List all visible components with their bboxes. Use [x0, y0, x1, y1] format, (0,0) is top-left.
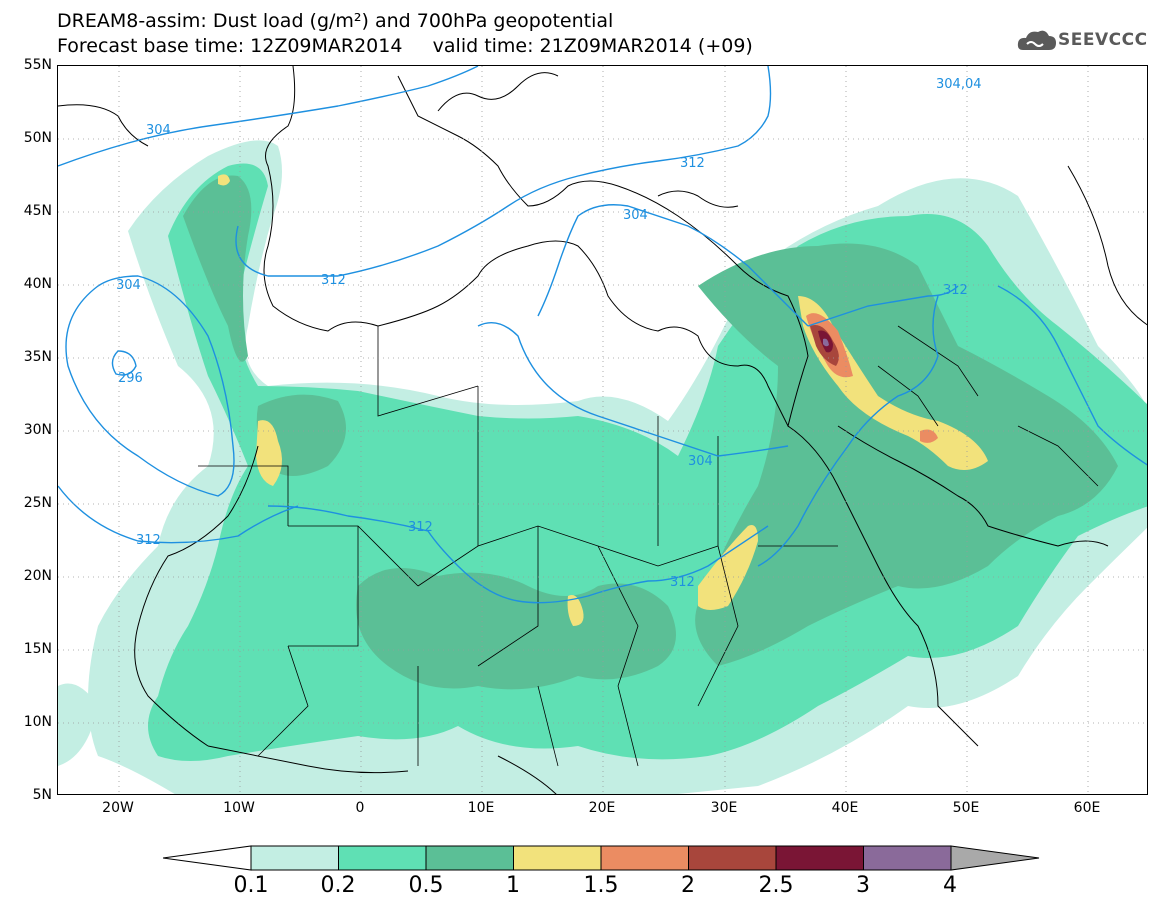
lat-label: 20N	[23, 568, 52, 584]
contour-label: 304	[146, 123, 171, 138]
country-borders	[198, 325, 1099, 767]
contour-label: 304,04	[936, 77, 982, 92]
colorbar-label: 0.1	[233, 873, 269, 898]
lat-label: 55N	[23, 57, 52, 73]
lat-label: 50N	[23, 130, 52, 146]
lon-label: 10W	[223, 800, 255, 816]
contour-label: 312	[136, 533, 161, 548]
colorbar-label: 1	[506, 873, 520, 898]
colorbar-cell	[863, 845, 952, 871]
colorbar-cell	[688, 845, 777, 871]
lon-label: 10E	[467, 800, 495, 816]
contour-label: 304	[623, 208, 648, 223]
contour-label: 312	[680, 156, 705, 171]
contour-labels: 304 312 312 304 296 304 312 312 304 312 …	[116, 77, 982, 590]
cloud-logo-icon	[1017, 30, 1056, 50]
colorbar-cell	[250, 845, 339, 871]
map-subtitle-times: Forecast base time: 12Z09MAR2014 valid t…	[57, 35, 753, 57]
lat-label: 30N	[23, 422, 52, 438]
map-canvas: 304 312 312 304 296 304 312 312 304 312 …	[58, 66, 1147, 794]
colorbar-label: 4	[943, 873, 957, 898]
coastlines	[58, 66, 1147, 794]
contour-label: 312	[670, 575, 695, 590]
gridlines	[58, 66, 1147, 794]
lat-label: 25N	[23, 495, 52, 511]
contour-label: 312	[408, 520, 433, 535]
lat-label: 15N	[23, 641, 52, 657]
lat-label: 40N	[23, 276, 52, 292]
colorbar-cell	[600, 845, 689, 871]
map-title: DREAM8-assim: Dust load (g/m²) and 700hP…	[57, 10, 614, 32]
colorbar-cell	[513, 845, 602, 871]
colorbar-low-triangle	[163, 845, 252, 871]
lat-label: 10N	[23, 714, 52, 730]
contour-label: 304	[688, 454, 713, 469]
contour-label: 312	[943, 283, 968, 298]
colorbar-label: 3	[856, 873, 870, 898]
dust-level-3	[823, 338, 829, 347]
logo-text: SEEVCCC	[1058, 30, 1148, 50]
lon-label: 0	[355, 800, 365, 816]
colorbar-label: 0.5	[408, 873, 444, 898]
colorbar-cell	[338, 845, 427, 871]
dust-level-1	[218, 174, 988, 626]
lat-label: 5N	[32, 787, 52, 803]
lon-label: 50E	[952, 800, 980, 816]
geopotential-contours	[58, 66, 1147, 604]
dust-load-map: 304 312 312 304 296 304 312 312 304 312 …	[57, 65, 1148, 795]
lat-label: 45N	[23, 203, 52, 219]
contour-label: 296	[118, 371, 143, 386]
lon-label: 60E	[1073, 800, 1101, 816]
dust-level-0-5	[183, 175, 1118, 690]
colorbar-label: 1.5	[583, 873, 619, 898]
lon-label: 20W	[102, 800, 134, 816]
lon-label: 40E	[831, 800, 859, 816]
lon-label: 30E	[710, 800, 738, 816]
colorbar-cells	[250, 845, 952, 871]
colorbar-label: 0.2	[320, 873, 356, 898]
colorbar-high-triangle	[950, 845, 1040, 871]
lon-label: 20E	[588, 800, 616, 816]
colorbar-cell	[425, 845, 514, 871]
colorbar-label: 2.5	[758, 873, 794, 898]
colorbar	[163, 845, 1040, 871]
contour-label: 312	[321, 273, 346, 288]
lat-label: 35N	[23, 349, 52, 365]
contour-label: 304	[116, 278, 141, 293]
colorbar-label: 2	[681, 873, 695, 898]
colorbar-cell	[775, 845, 864, 871]
